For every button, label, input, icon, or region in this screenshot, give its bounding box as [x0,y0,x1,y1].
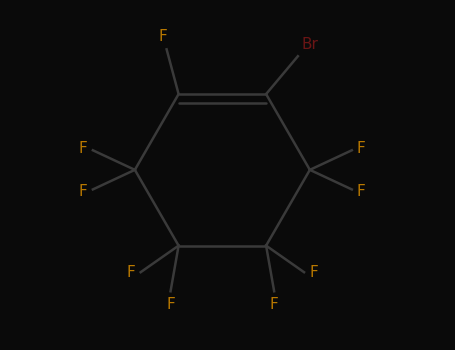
Text: F: F [357,184,366,199]
Text: F: F [166,298,175,313]
Text: F: F [270,298,278,313]
Text: F: F [127,265,136,280]
Text: Br: Br [302,37,319,52]
Text: F: F [309,265,318,280]
Text: F: F [79,141,88,156]
Text: F: F [79,184,88,199]
Text: F: F [158,29,167,44]
Text: F: F [357,141,366,156]
